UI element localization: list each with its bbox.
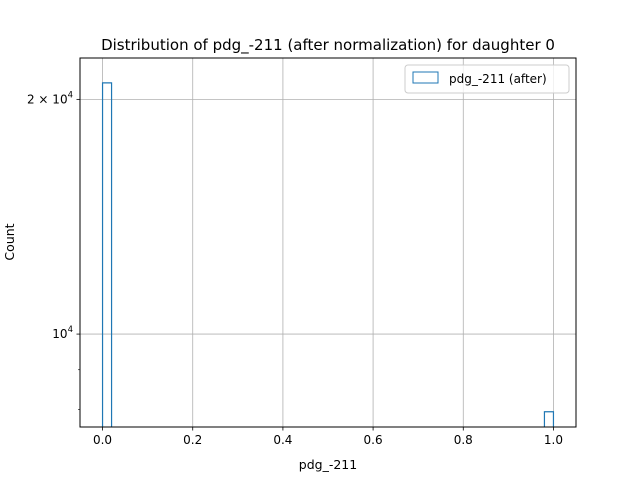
x-tick-label: 0.4 — [273, 433, 292, 447]
histogram-bar — [101, 82, 113, 427]
plot-frame — [79, 57, 577, 428]
histogram-bar — [543, 411, 555, 427]
y-tick-label: 2 × 104 — [27, 90, 73, 106]
legend-swatch — [412, 71, 439, 84]
x-tick-label: 0.0 — [93, 433, 112, 447]
histogram-bars — [101, 82, 555, 427]
x-tick-label: 0.8 — [454, 433, 473, 447]
legend: pdg_-211 (after) — [404, 64, 570, 94]
chart-title: Distribution of pdg_-211 (after normaliz… — [101, 36, 555, 55]
x-tick-label: 1.0 — [544, 433, 563, 447]
x-tick-label: 0.2 — [183, 433, 202, 447]
x-axis-label: pdg_-211 — [299, 457, 357, 472]
y-axis-label: Count — [2, 223, 17, 260]
y-axis-ticks: 104 2 × 104 — [27, 90, 80, 410]
legend-box — [404, 64, 570, 94]
legend-label: pdg_-211 (after) — [449, 72, 547, 86]
x-axis-ticks: 0.0 0.2 0.4 0.6 0.8 1.0 — [93, 427, 563, 447]
y-tick-label: 104 — [52, 325, 73, 341]
grid-lines — [80, 58, 576, 427]
x-tick-label: 0.6 — [364, 433, 383, 447]
